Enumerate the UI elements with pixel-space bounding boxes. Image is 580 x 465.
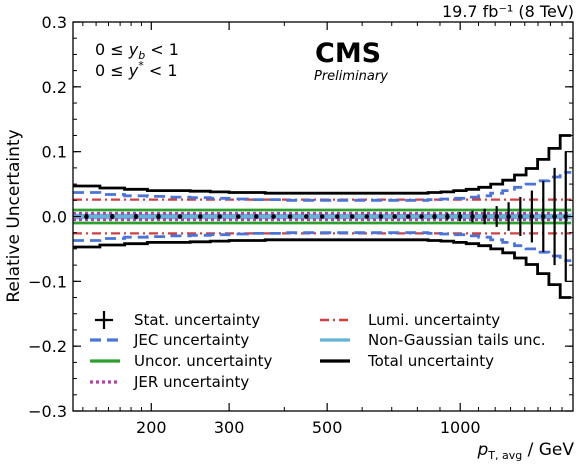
jec-uncertainty-lower (73, 231, 572, 262)
total-uncertainty-upper (73, 134, 572, 195)
stat-point (432, 213, 437, 220)
stat-point (552, 167, 557, 266)
stat-point (419, 214, 424, 219)
x-tick-label: 200 (136, 418, 167, 437)
legend-label: Stat. uncertainty (134, 311, 260, 329)
x-axis: 200 300 500 1000 (82, 22, 563, 437)
legend-item: Stat. uncertainty (95, 311, 260, 329)
region-label-yb: 0 ≤ yb < 1 (95, 40, 179, 62)
stat-point (133, 213, 139, 220)
legend-item: Lumi. uncertainty (320, 311, 500, 329)
legend-label: JER uncertainty (133, 373, 249, 391)
legend-label: Lumi. uncertainty (368, 311, 500, 329)
y-axis-label: Relative Uncertainty (4, 129, 24, 302)
stat-point (319, 214, 325, 219)
stat-point (540, 180, 546, 253)
stat-point (518, 197, 523, 236)
x-axis-label: pT, avg / GeV (476, 440, 574, 462)
legend-label: Total uncertainty (367, 352, 494, 370)
stat-point (253, 214, 259, 219)
y-tick-label: −0.3 (28, 402, 67, 421)
stat-point (529, 190, 535, 243)
stat-point (84, 213, 89, 220)
stat-point (349, 214, 355, 219)
stat-point (494, 206, 499, 227)
status-label: Preliminary (314, 69, 388, 84)
y-tick-label: 0.2 (42, 78, 67, 97)
stat-point (445, 213, 450, 220)
stat-point (482, 208, 487, 225)
stat-point (334, 214, 340, 219)
jec-uncertainty-upper (73, 171, 572, 202)
legend-item: Non-Gaussian tails unc. (320, 331, 545, 349)
y-tick-label: 0.0 (42, 208, 67, 227)
x-tick-label: 300 (214, 418, 245, 437)
stat-point (457, 211, 463, 222)
stat-point (378, 214, 384, 219)
legend-item: JEC uncertainty (90, 331, 249, 349)
stat-point (109, 213, 115, 220)
stat-point (197, 214, 203, 219)
stat-point (405, 214, 411, 219)
uncertainty-series-layer (73, 134, 572, 299)
stat-point (392, 214, 398, 219)
legend-item: Total uncertainty (320, 352, 494, 370)
legend-item: Uncor. uncertainty (90, 352, 273, 370)
region-label-ystar: 0 ≤ y* < 1 (95, 59, 178, 80)
stat-point (304, 214, 309, 219)
y-axis: −0.3 −0.2 −0.1 0.0 0.1 0.2 0.3 (28, 13, 573, 421)
stat-point (217, 214, 223, 219)
stat-point (156, 213, 161, 220)
legend-label: JEC uncertainty (133, 331, 249, 349)
y-tick-label: −0.2 (28, 337, 67, 356)
y-tick-label: 0.1 (42, 143, 67, 162)
legend-label: Non-Gaussian tails unc. (368, 331, 545, 349)
legend: Stat. uncertainty JEC uncertainty Uncor. u… (90, 311, 545, 391)
stat-point (177, 214, 183, 219)
total-uncertainty-lower (73, 238, 572, 299)
legend-item: JER uncertainty (90, 373, 249, 391)
stat-point (364, 214, 370, 219)
legend-label: Uncor. uncertainty (134, 352, 273, 370)
lumi-label: 19.7 fb⁻¹ (8 TeV) (442, 2, 574, 21)
stat-point (470, 210, 475, 223)
stat-point (235, 214, 241, 219)
y-tick-label: 0.3 (42, 13, 67, 32)
cms-logo: CMS (315, 38, 381, 69)
x-tick-label: 1000 (440, 418, 481, 437)
stat-point (506, 202, 511, 231)
y-tick-label: −0.1 (28, 272, 67, 291)
stat-point (287, 214, 293, 219)
stat-point (271, 214, 276, 219)
x-tick-label: 500 (312, 418, 343, 437)
